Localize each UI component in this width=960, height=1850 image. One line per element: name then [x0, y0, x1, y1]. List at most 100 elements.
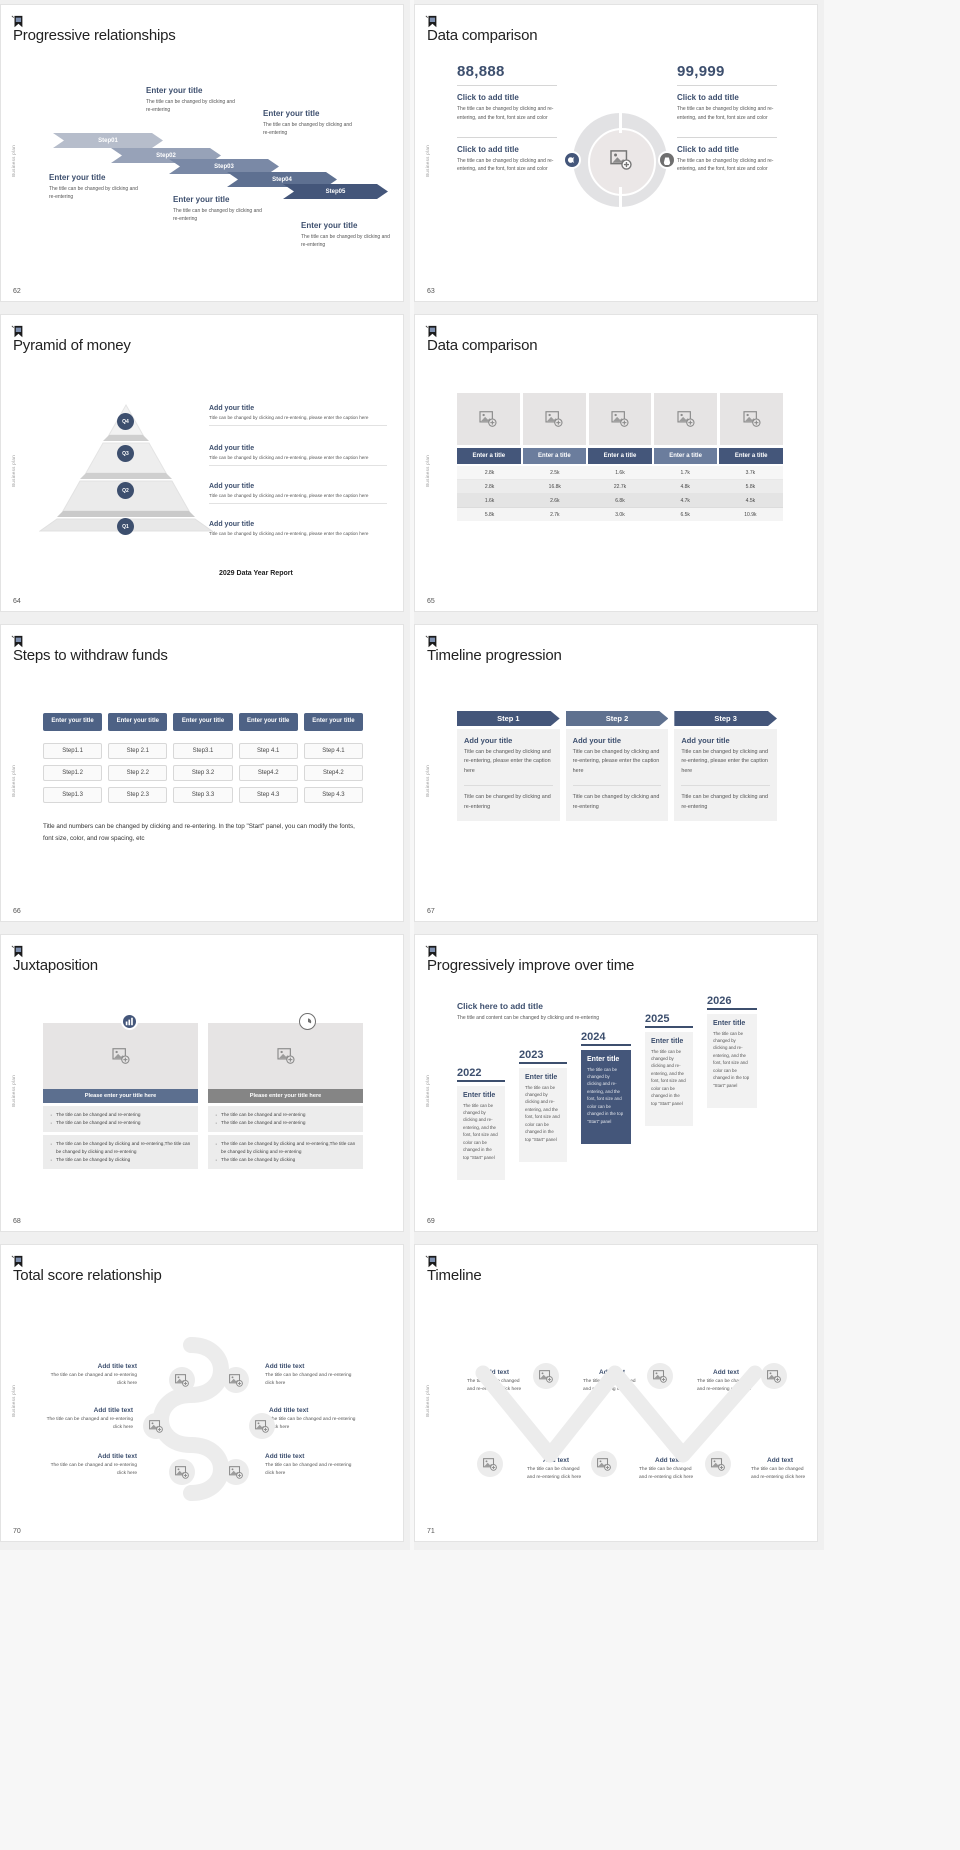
slide-65[interactable]: Business plan Data comparison Enter a ti…: [414, 314, 818, 612]
slide-64[interactable]: Business plan Pyramid of money Q4 Q3 Q2 …: [0, 314, 404, 612]
slide-66[interactable]: Business plan Steps to withdraw funds En…: [0, 624, 404, 922]
year-card[interactable]: Enter title The title can be changed by …: [645, 1031, 693, 1126]
node-placeholder[interactable]: [249, 1413, 275, 1439]
step-column-header[interactable]: Enter your title: [43, 713, 103, 731]
year-underline: [581, 1044, 631, 1046]
year-label: 2024: [581, 1031, 606, 1043]
slide-71[interactable]: Business plan Timeline Add text The titl…: [414, 1244, 818, 1542]
block-text: The title can be changed by clicking and…: [677, 106, 774, 121]
node-placeholder[interactable]: [477, 1451, 503, 1477]
slide-cell[interactable]: Business plan Timeline Add text The titl…: [414, 1240, 824, 1550]
step-cell[interactable]: Step1.3: [43, 787, 103, 803]
item-text: The title can be changed and re-entering…: [46, 1417, 133, 1430]
timeline-step-headers: Step 1 Step 2 Step 3: [457, 711, 777, 726]
block-title: Click to add title: [677, 144, 739, 154]
image-placeholder[interactable]: [720, 393, 783, 445]
year-card[interactable]: Enter title The title can be changed by …: [519, 1067, 567, 1162]
step-cell[interactable]: Step 4.1: [303, 743, 363, 759]
slide-62[interactable]: Business plan Progressive relationships …: [0, 4, 404, 302]
add-image-icon: [611, 411, 629, 427]
add-image-icon[interactable]: [610, 150, 632, 170]
pyramid-badge-q3[interactable]: Q3: [117, 445, 134, 462]
slide-70[interactable]: Business plan Total score relationship A…: [0, 1244, 404, 1542]
slide-68[interactable]: Business plan Juxtaposition Please enter…: [0, 934, 404, 1232]
year-card[interactable]: Enter title The title can be changed by …: [707, 1013, 757, 1108]
step-cell[interactable]: Step 2.1: [108, 743, 168, 759]
chevron-step-3[interactable]: Step03: [169, 159, 279, 174]
step-cell[interactable]: Step 2.2: [108, 765, 168, 781]
scissors-money-icon[interactable]: [563, 151, 581, 169]
year-label: 2025: [645, 1013, 670, 1025]
step-cell[interactable]: Step 4.3: [303, 787, 363, 803]
node-placeholder[interactable]: [705, 1451, 731, 1477]
table-column-header[interactable]: Enter a title: [522, 448, 587, 464]
timeline-step-chevron-2[interactable]: Step 2: [566, 711, 669, 726]
pyramid-badge-q4[interactable]: Q4: [117, 413, 134, 430]
step-cell[interactable]: Step1.2: [43, 765, 103, 781]
slide-cell[interactable]: Business plan Progressive relationships …: [0, 0, 410, 310]
step-cell[interactable]: Step4.2: [303, 765, 363, 781]
image-placeholder[interactable]: [208, 1023, 363, 1089]
node-placeholder[interactable]: [533, 1363, 559, 1389]
step-column-header[interactable]: Enter your title: [173, 713, 233, 731]
panel-title-bar[interactable]: Please enter your title here: [208, 1089, 363, 1103]
node-placeholder[interactable]: [169, 1367, 195, 1393]
slide-cell[interactable]: Business plan Total score relationship A…: [0, 1240, 410, 1550]
table-cell: 2.5k: [550, 469, 560, 476]
table-column-header[interactable]: Enter a title: [457, 448, 521, 464]
table-column-header[interactable]: Enter a title: [719, 448, 783, 464]
node-placeholder[interactable]: [223, 1459, 249, 1485]
step-cell[interactable]: Step 4.3: [238, 787, 298, 803]
card-title: Enter title: [713, 1019, 746, 1027]
pyramid-badge-q1[interactable]: Q1: [117, 518, 134, 535]
divider: [677, 136, 777, 138]
step-cell[interactable]: Step 3.2: [173, 765, 233, 781]
pyramid-badge-q2[interactable]: Q2: [117, 482, 134, 499]
chevron-step-1[interactable]: Step01: [53, 133, 163, 148]
slide-cell[interactable]: Business plan Timeline progression Step …: [414, 620, 824, 930]
slide-cell[interactable]: Business plan Progressively improve over…: [414, 930, 824, 1240]
timeline-step-chevron-1[interactable]: Step 1: [457, 711, 560, 726]
image-placeholder[interactable]: [588, 393, 652, 445]
year-card[interactable]: Enter title The title can be changed by …: [581, 1049, 631, 1144]
caption-text-1: The title can be changed by clicking and…: [49, 186, 138, 201]
slide-cell[interactable]: Business plan Data comparison 88,888 Cli…: [414, 0, 824, 310]
table-column-header[interactable]: Enter a title: [588, 448, 652, 464]
image-placeholder[interactable]: [522, 393, 586, 445]
table-cell: 5.8k: [484, 511, 495, 518]
panel-title-bar[interactable]: Please enter your title here: [43, 1089, 198, 1103]
node-placeholder[interactable]: [591, 1451, 617, 1477]
slide-cell[interactable]: Business plan Steps to withdraw funds En…: [0, 620, 410, 930]
step-cell[interactable]: Step 2.3: [108, 787, 168, 803]
slide-cell[interactable]: Business plan Juxtaposition Please enter…: [0, 930, 410, 1240]
timeline-card-1: Add your title Title can be changed by c…: [457, 729, 560, 822]
image-placeholder[interactable]: [654, 393, 718, 445]
year-card[interactable]: Enter title The title can be changed by …: [457, 1085, 505, 1180]
slide-63[interactable]: Business plan Data comparison 88,888 Cli…: [414, 4, 818, 302]
slide-69[interactable]: Business plan Progressively improve over…: [414, 934, 818, 1232]
node-placeholder[interactable]: [647, 1363, 673, 1389]
image-placeholder[interactable]: [457, 393, 520, 445]
slide-cell[interactable]: Business plan Pyramid of money Q4 Q3 Q2 …: [0, 310, 410, 620]
step-cell[interactable]: Step3.1: [173, 743, 233, 759]
step-cell[interactable]: Step1.1: [43, 743, 103, 759]
slide-67[interactable]: Business plan Timeline progression Step …: [414, 624, 818, 922]
step-cell[interactable]: Step 3.3: [173, 787, 233, 803]
step-column-header[interactable]: Enter your title: [238, 713, 298, 731]
step-cell[interactable]: Step4.2: [238, 765, 298, 781]
chevron-step-4[interactable]: Step04: [227, 172, 337, 187]
timeline-step-chevron-3[interactable]: Step 3: [674, 711, 777, 726]
node-placeholder[interactable]: [761, 1363, 787, 1389]
step-column-header[interactable]: Enter your title: [303, 713, 363, 731]
table-column-header[interactable]: Enter a title: [653, 448, 718, 464]
step-column-header[interactable]: Enter your title: [108, 713, 168, 731]
chevron-step-5[interactable]: Step05: [283, 184, 388, 199]
money-bag-icon[interactable]: [658, 151, 676, 169]
slide-cell[interactable]: Business plan Data comparison Enter a ti…: [414, 310, 824, 620]
add-image-icon: [175, 1373, 189, 1387]
step-cell[interactable]: Step 4.1: [238, 743, 298, 759]
node-placeholder[interactable]: [143, 1413, 169, 1439]
node-placeholder[interactable]: [223, 1367, 249, 1393]
node-placeholder[interactable]: [169, 1459, 195, 1485]
image-placeholder[interactable]: [43, 1023, 198, 1089]
